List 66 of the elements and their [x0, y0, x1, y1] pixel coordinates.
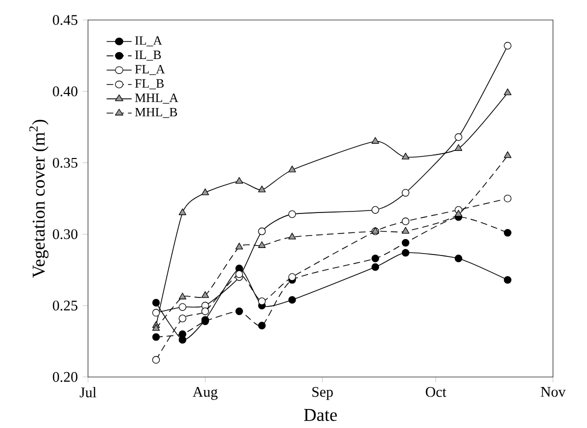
- point: [288, 273, 296, 281]
- x-axis-title: Date: [304, 409, 337, 421]
- point: [504, 276, 512, 284]
- legend-label: IL_B: [135, 50, 161, 61]
- point: [288, 296, 296, 304]
- point: [288, 232, 296, 240]
- point: [288, 166, 296, 172]
- point: [178, 303, 186, 311]
- point: [152, 298, 160, 307]
- point: [152, 308, 160, 317]
- point: [504, 151, 512, 158]
- point: [235, 177, 244, 184]
- x-tick-label: Oct: [426, 387, 446, 397]
- x-tick-label: Nov: [540, 387, 566, 397]
- y-tick-label: 0.20: [52, 372, 78, 382]
- point: [504, 42, 512, 50]
- point: [152, 356, 160, 364]
- point: [504, 228, 512, 237]
- point: [372, 206, 380, 214]
- point: [235, 270, 244, 278]
- point: [402, 226, 410, 234]
- point: [258, 186, 266, 192]
- y-axis-title: Vegetation cover (m$^{2}$): [29, 120, 48, 278]
- point: [235, 242, 244, 250]
- x-tick-label: Sep: [312, 387, 333, 400]
- point: [201, 291, 209, 298]
- point: [402, 238, 410, 247]
- point: [258, 228, 266, 236]
- point: [504, 194, 512, 202]
- point: [402, 248, 410, 257]
- legend-label: MHL_A: [135, 94, 178, 104]
- point: [454, 210, 462, 217]
- point: [454, 133, 462, 141]
- point: [454, 144, 462, 151]
- point: [402, 152, 410, 160]
- point: [454, 254, 462, 262]
- y-tick-label: 0.25: [52, 300, 78, 311]
- point: [178, 314, 186, 322]
- point: [258, 298, 266, 306]
- point: [178, 208, 186, 216]
- point: [372, 137, 380, 144]
- point: [258, 322, 266, 330]
- x-tick-label: Aug: [192, 387, 218, 400]
- point: [258, 241, 266, 248]
- point: [201, 307, 209, 316]
- y-tick-label: 0.40: [52, 86, 78, 96]
- point: [372, 263, 380, 271]
- point: [178, 292, 186, 300]
- point: [402, 188, 410, 197]
- x-tick-label: Jul: [80, 387, 96, 398]
- legend-label: FL_B: [135, 79, 164, 90]
- point: [201, 188, 209, 196]
- y-tick-label: 0.45: [52, 15, 78, 25]
- point: [152, 333, 160, 341]
- point: [402, 218, 410, 226]
- legend-label: MHL_B: [135, 108, 178, 118]
- y-tick-label: 0.35: [52, 158, 78, 168]
- point: [152, 324, 160, 331]
- point: [504, 88, 512, 96]
- point: [288, 210, 296, 218]
- point: [178, 330, 186, 338]
- legend-label: IL_A: [135, 36, 162, 46]
- point: [372, 254, 380, 262]
- legend-label: FL_A: [135, 64, 165, 75]
- y-tick-label: 0.30: [52, 229, 78, 240]
- point: [235, 307, 244, 316]
